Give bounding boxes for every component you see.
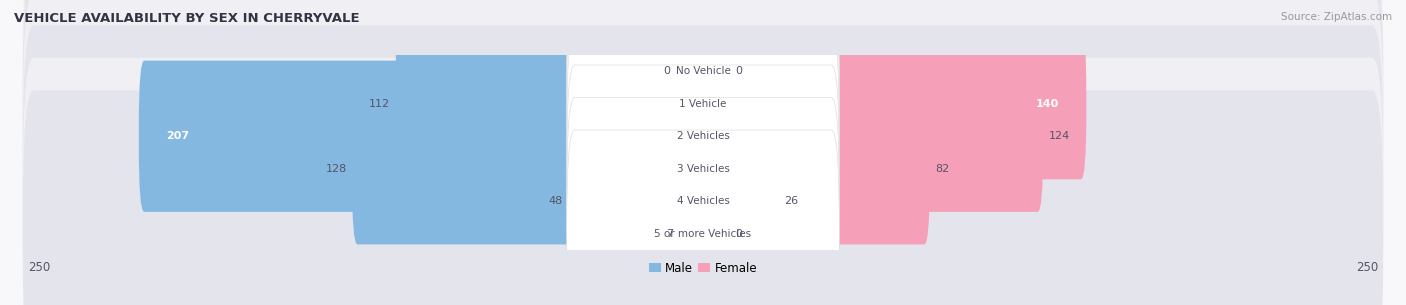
FancyBboxPatch shape — [697, 126, 779, 277]
FancyBboxPatch shape — [676, 0, 709, 147]
Text: Source: ZipAtlas.com: Source: ZipAtlas.com — [1281, 12, 1392, 22]
Text: 128: 128 — [325, 164, 347, 174]
FancyBboxPatch shape — [22, 25, 1384, 305]
FancyBboxPatch shape — [22, 90, 1384, 305]
FancyBboxPatch shape — [22, 0, 1384, 280]
Text: 5 or more Vehicles: 5 or more Vehicles — [654, 229, 752, 239]
Text: 112: 112 — [368, 99, 389, 109]
FancyBboxPatch shape — [22, 0, 1384, 215]
Text: 207: 207 — [166, 131, 188, 141]
FancyBboxPatch shape — [22, 0, 1384, 247]
Text: 2 Vehicles: 2 Vehicles — [676, 131, 730, 141]
FancyBboxPatch shape — [567, 32, 839, 240]
FancyBboxPatch shape — [567, 98, 839, 305]
FancyBboxPatch shape — [139, 61, 709, 212]
FancyBboxPatch shape — [697, 158, 730, 305]
Text: 140: 140 — [1036, 99, 1059, 109]
FancyBboxPatch shape — [567, 0, 839, 207]
Text: 7: 7 — [666, 229, 673, 239]
Text: 48: 48 — [548, 196, 562, 206]
FancyBboxPatch shape — [697, 0, 730, 147]
Text: 250: 250 — [28, 260, 51, 274]
FancyBboxPatch shape — [22, 58, 1384, 305]
Text: 26: 26 — [785, 196, 799, 206]
FancyBboxPatch shape — [697, 61, 1043, 212]
Text: 124: 124 — [1049, 131, 1070, 141]
Text: 4 Vehicles: 4 Vehicles — [676, 196, 730, 206]
FancyBboxPatch shape — [697, 28, 1087, 179]
Text: 82: 82 — [935, 164, 949, 174]
Text: 0: 0 — [735, 229, 742, 239]
Text: VEHICLE AVAILABILITY BY SEX IN CHERRYVALE: VEHICLE AVAILABILITY BY SEX IN CHERRYVAL… — [14, 12, 360, 25]
FancyBboxPatch shape — [567, 130, 839, 305]
Text: 0: 0 — [664, 66, 671, 76]
FancyBboxPatch shape — [697, 93, 929, 244]
Text: 0: 0 — [735, 66, 742, 76]
Text: No Vehicle: No Vehicle — [675, 66, 731, 76]
FancyBboxPatch shape — [395, 28, 709, 179]
FancyBboxPatch shape — [567, 0, 839, 175]
Text: 250: 250 — [1355, 260, 1378, 274]
Text: 3 Vehicles: 3 Vehicles — [676, 164, 730, 174]
FancyBboxPatch shape — [568, 126, 709, 277]
FancyBboxPatch shape — [679, 158, 709, 305]
FancyBboxPatch shape — [567, 65, 839, 273]
Text: 1 Vehicle: 1 Vehicle — [679, 99, 727, 109]
Legend: Male, Female: Male, Female — [644, 257, 762, 279]
FancyBboxPatch shape — [352, 93, 709, 244]
